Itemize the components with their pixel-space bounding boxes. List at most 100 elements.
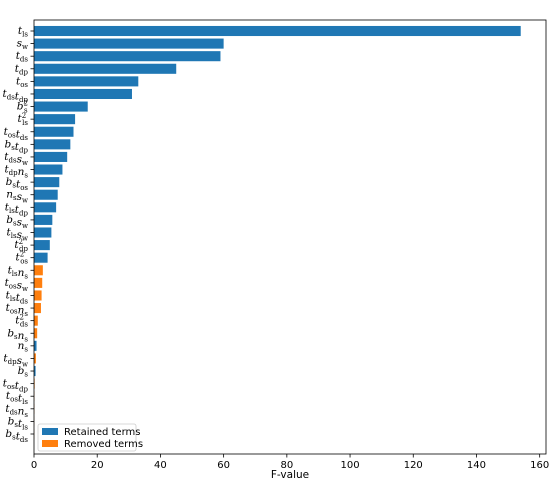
bar-retained <box>34 365 36 377</box>
category-label: bstos <box>6 176 29 192</box>
category-label-sub: os <box>10 308 18 316</box>
category-label-sub: ds <box>20 321 28 329</box>
category-label: bs <box>18 365 29 379</box>
category-label-base: s <box>17 355 23 367</box>
category-label-sub: w <box>22 285 28 293</box>
category-label: bstls <box>8 415 29 431</box>
category-label-base: n <box>18 166 25 178</box>
category-label: tlsns <box>8 264 29 280</box>
category-label-sub: dp <box>9 169 18 177</box>
category-label-base: t <box>3 378 8 390</box>
category-label-base: b <box>6 214 13 226</box>
category-label-sub: os <box>20 184 28 192</box>
category-label: tdpsw <box>3 352 28 368</box>
bar-removed <box>34 328 38 339</box>
category-label-sub: dp <box>19 245 28 253</box>
category-label: tdpns <box>4 164 28 180</box>
category-label-sub: dp <box>19 209 28 217</box>
category-label-sub: s <box>24 272 28 280</box>
bar-retained <box>34 164 63 175</box>
bar-retained <box>34 202 57 213</box>
category-label: tdp <box>15 63 29 77</box>
category-label-sub: s <box>12 434 16 442</box>
category-label-base: t <box>15 380 20 392</box>
x-tick-label: 0 <box>31 460 37 471</box>
category-label-base: b <box>4 138 11 150</box>
category-label-base: t <box>7 227 12 239</box>
category-label-sub: ls <box>22 119 28 127</box>
category-label-sub: s <box>24 411 28 419</box>
category-label-base: t <box>8 264 13 276</box>
category-label-sub: ls <box>22 31 28 39</box>
category-label-base: t <box>4 151 9 163</box>
category-label-sub: ds <box>10 408 18 416</box>
bar-removed <box>34 303 41 314</box>
category-label-base: t <box>16 292 21 304</box>
bar-retained <box>34 88 132 100</box>
x-tick-label: 80 <box>280 460 293 471</box>
category-label-sup: 2 <box>20 251 24 259</box>
category-label-base: n <box>6 189 13 201</box>
x-tick-label: 20 <box>91 460 104 471</box>
category-label: tosns <box>6 302 29 318</box>
category-label-base: t <box>14 239 19 251</box>
category-label: t2 os <box>15 251 28 266</box>
bar-retained <box>34 214 53 225</box>
category-label-base: n <box>18 340 25 352</box>
category-label-base: t <box>5 277 10 289</box>
category-label-sub: os <box>10 396 18 404</box>
category-label-sub: w <box>22 197 28 205</box>
category-label: tostls <box>6 390 29 406</box>
category-label-sub: os <box>7 383 15 391</box>
category-label: sw <box>17 38 28 52</box>
legend-swatch-retained <box>42 428 58 435</box>
category-label-sub: dp <box>19 146 28 154</box>
category-label: t2 ds <box>15 314 28 329</box>
legend: Retained terms Removed terms <box>37 423 143 452</box>
category-label-sub: ds <box>9 156 17 164</box>
category-label: tostdp <box>3 378 29 394</box>
category-label-sup: 2 <box>19 238 23 246</box>
bar-retained <box>34 151 68 162</box>
category-label-base: b <box>17 101 24 113</box>
bar-removed <box>34 277 43 288</box>
category-label-sub: s <box>24 310 28 318</box>
bar-retained <box>34 63 177 74</box>
category-label-base: t <box>4 164 9 176</box>
category-label-sub: s <box>24 345 28 353</box>
category-label-base: s <box>17 279 23 291</box>
category-label-base: s <box>17 229 23 241</box>
bar-retained <box>34 38 224 49</box>
bar-retained <box>34 25 521 37</box>
category-label-sub: ls <box>22 398 28 406</box>
category-label-base: t <box>17 113 22 125</box>
x-tick-label: 60 <box>217 460 230 471</box>
category-label-sub: s <box>13 194 17 202</box>
bar-retained <box>34 76 139 87</box>
bar-retained <box>34 227 52 238</box>
category-label-base: n <box>18 405 25 417</box>
bar-retained <box>34 177 60 188</box>
category-label-sub: os <box>8 131 16 139</box>
category-label-sub: w <box>22 159 28 167</box>
category-label-sub: s <box>14 421 18 429</box>
category-label-base: t <box>15 63 20 75</box>
category-label-base: t <box>15 252 20 264</box>
category-label-sub: ls <box>12 270 18 278</box>
category-label-base: t <box>5 201 10 213</box>
category-label-base: b <box>6 176 13 188</box>
category-label: t2 dp <box>14 238 28 253</box>
category-label-base: t <box>2 88 7 100</box>
category-label-base: t <box>18 418 23 430</box>
category-label: bstds <box>5 428 28 444</box>
category-label-sub: dp <box>19 96 28 104</box>
category-label: tds <box>16 50 29 64</box>
category-label-base: t <box>15 141 20 153</box>
category-label-base: t <box>6 289 11 301</box>
category-label-sub: s <box>24 371 28 379</box>
x-tick-label: 140 <box>467 460 486 471</box>
category-label-sub: w <box>22 222 28 230</box>
category-label: tossw <box>5 277 28 293</box>
bar-retained <box>34 189 58 200</box>
